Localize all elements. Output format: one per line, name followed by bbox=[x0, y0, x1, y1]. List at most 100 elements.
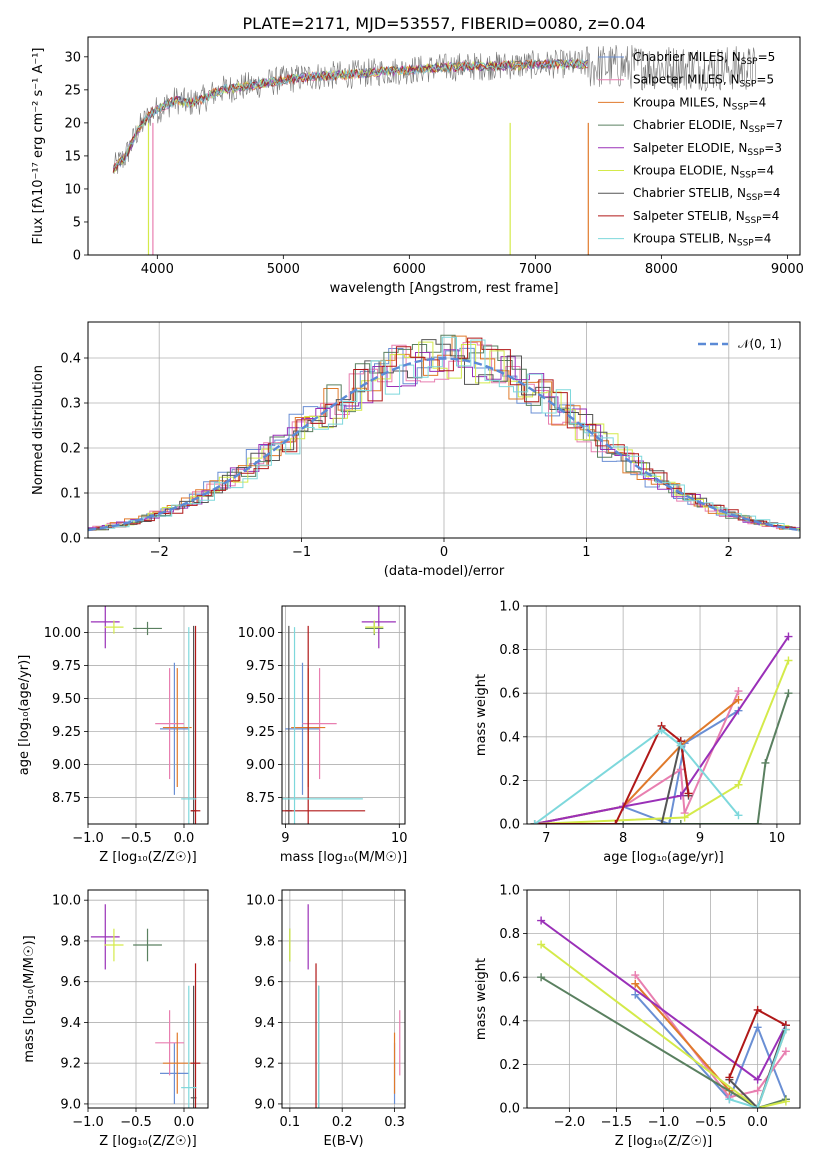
y-tick-label: 9.2 bbox=[60, 1057, 81, 1072]
x-axis-label: wavelength [Angstrom, rest frame] bbox=[330, 281, 559, 296]
y-tick-label: 9.8 bbox=[60, 934, 81, 949]
histogram-salpeter-stelib bbox=[97, 337, 800, 531]
y-tick-label: 0.6 bbox=[499, 687, 520, 702]
x-tick-label: −2 bbox=[150, 545, 169, 560]
x-tick-label: 0.0 bbox=[747, 1115, 768, 1130]
x-tick-label: 0.3 bbox=[384, 1115, 405, 1130]
series-point-marker bbox=[753, 1104, 762, 1108]
series-point-marker bbox=[734, 687, 743, 696]
series-line bbox=[534, 660, 790, 824]
y-tick-label: 30 bbox=[64, 50, 81, 65]
errorbar-salpeter-miles bbox=[155, 668, 184, 780]
y-tick-label: 0.4 bbox=[499, 730, 520, 745]
model-spectrum-kroupa-stelib bbox=[113, 58, 588, 168]
series-chabrier-miles bbox=[530, 706, 743, 824]
series-point-marker bbox=[734, 780, 743, 789]
mass-vs-ebv-ticks: 0.1 0.2 0.3 9.0 9.2 9.4 9.6 9.8 10.0 bbox=[246, 890, 405, 1130]
residuals-marks bbox=[88, 334, 800, 532]
spectrum-ticks: 4000 5000 6000 7000 8000 9000 0 5 10 15 20 25 30 bbox=[64, 50, 803, 277]
x-axis-label: Z [log₁₀(Z/Z☉)] bbox=[615, 1134, 712, 1149]
y-tick-label: 9.4 bbox=[254, 1016, 275, 1031]
series-point-marker bbox=[676, 820, 685, 824]
histogram-kroupa-stelib bbox=[100, 336, 800, 532]
x-tick-label: 7 bbox=[542, 831, 550, 846]
plot-frame bbox=[281, 889, 406, 1109]
legend-label-normal: 𝒩(0, 1) bbox=[738, 337, 782, 351]
series-point-marker bbox=[657, 820, 666, 824]
y-tick-label: 9.50 bbox=[246, 692, 275, 707]
errorbar-salpeter-elodie bbox=[90, 606, 120, 649]
series-point-marker bbox=[781, 1025, 790, 1034]
figure-title: PLATE=2171, MJD=53557, FIBERID=0080, z=0… bbox=[242, 14, 645, 33]
x-tick-label: −1.0 bbox=[72, 831, 104, 846]
x-tick-label: 0 bbox=[440, 545, 448, 560]
x-tick-label: −1.0 bbox=[648, 1115, 680, 1130]
series-point-marker bbox=[537, 916, 546, 925]
series-kroupa-stelib bbox=[725, 1025, 790, 1108]
y-tick-label: 9.0 bbox=[60, 1097, 81, 1112]
age-vs-mass-marks bbox=[282, 606, 396, 824]
series-point-marker bbox=[537, 973, 546, 982]
errorbar-salpeter-stelib bbox=[190, 625, 201, 824]
series-point-marker bbox=[611, 820, 620, 824]
age-vs-Z-marks bbox=[90, 606, 201, 824]
y-tick-label: 0.2 bbox=[60, 442, 81, 457]
legend-label-chabrier-stelib: Chabrier STELIB, NSSP=4 bbox=[633, 186, 781, 203]
spectrum-marks bbox=[112, 44, 757, 255]
legend-label-kroupa-stelib: Kroupa STELIB, NSSP=4 bbox=[633, 232, 771, 249]
series-line bbox=[534, 740, 690, 824]
y-tick-label: 8.75 bbox=[52, 791, 81, 806]
series-point-marker bbox=[631, 990, 640, 999]
y-tick-label: 10 bbox=[64, 182, 81, 197]
x-tick-label: 5000 bbox=[267, 262, 300, 277]
y-tick-label: 10.00 bbox=[238, 626, 275, 641]
x-tick-label: 9000 bbox=[771, 262, 804, 277]
series-point-marker bbox=[753, 1075, 762, 1084]
histogram-salpeter-miles bbox=[88, 342, 791, 531]
x-tick-label: 0.0 bbox=[174, 1115, 195, 1130]
series-point-marker bbox=[530, 820, 539, 824]
age-vs-Z-plot: −1.0 −0.5 0.0 8.75 9.00 9.25 9.50 9.75 10.00 Z [l… bbox=[17, 605, 209, 865]
legend-label-salpeter-stelib: Salpeter STELIB, NSSP=4 bbox=[633, 209, 779, 226]
x-tick-label: 4000 bbox=[141, 262, 174, 277]
y-tick-label: 0.8 bbox=[499, 927, 520, 942]
errorbar-kroupa-miles bbox=[162, 668, 192, 788]
y-tick-label: 0.6 bbox=[499, 971, 520, 986]
y-tick-label: 9.6 bbox=[254, 975, 275, 990]
series-kroupa-miles bbox=[530, 695, 743, 824]
y-tick-label: 0.4 bbox=[499, 1014, 520, 1029]
y-tick-label: 5 bbox=[73, 215, 81, 230]
y-tick-label: 0.2 bbox=[499, 1058, 520, 1073]
series-line bbox=[534, 709, 740, 824]
legend-label-chabrier-elodie: Chabrier ELODIE, NSSP=7 bbox=[633, 118, 783, 135]
histogram-kroupa-miles bbox=[88, 335, 794, 531]
x-tick-label: 8 bbox=[619, 831, 627, 846]
series-line bbox=[540, 943, 787, 1108]
y-tick-label: 10.0 bbox=[246, 894, 275, 909]
series-point-marker bbox=[784, 656, 793, 665]
y-tick-label: 15 bbox=[64, 149, 81, 164]
plot-frame bbox=[87, 321, 801, 539]
y-axis-label: mass [log₁₀(M/M☉)] bbox=[22, 935, 37, 1062]
errorbar-chabrier-miles bbox=[160, 1042, 189, 1104]
y-axis-label: mass weight bbox=[474, 674, 489, 756]
massweight-vs-age-ticks: 7 8 9 10 0.0 0.2 0.4 0.6 0.8 1.0 bbox=[499, 600, 800, 846]
errorbar-salpeter-stelib bbox=[190, 963, 201, 1108]
x-tick-label: 7000 bbox=[519, 262, 552, 277]
y-tick-label: 25 bbox=[64, 83, 81, 98]
x-tick-label: 1 bbox=[582, 545, 590, 560]
mass-vs-ebv-marks bbox=[289, 904, 401, 1108]
y-tick-label: 9.6 bbox=[60, 975, 81, 990]
plot-frame bbox=[87, 605, 209, 825]
errorbar-salpeter-elodie bbox=[361, 606, 396, 649]
errorbar-chabrier-miles bbox=[160, 662, 189, 795]
age-vs-mass-plot: 9 10 8.75 9.00 9.25 9.50 9.75 10.00 mass [log₁₀(… bbox=[238, 605, 408, 865]
y-axis-label: age [log₁₀(age/yr)] bbox=[17, 655, 32, 776]
plot-frame bbox=[87, 36, 801, 256]
errorbar-chabrier-elodie bbox=[133, 928, 162, 962]
series-point-marker bbox=[676, 765, 685, 774]
y-tick-label: 0 bbox=[73, 249, 81, 264]
y-tick-label: 9.8 bbox=[254, 934, 275, 949]
x-tick-label: −0.5 bbox=[120, 1115, 152, 1130]
